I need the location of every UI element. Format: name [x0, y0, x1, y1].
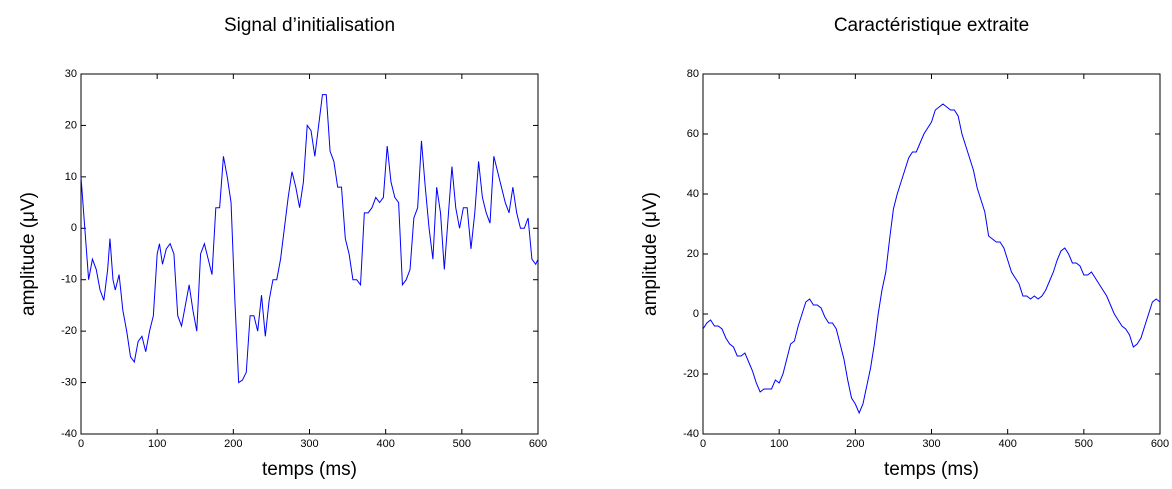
x-tick-label: 100: [770, 438, 788, 450]
y-tick-label: 20: [687, 248, 699, 260]
x-tick-label: 0: [700, 438, 706, 450]
y-axis-label: amplitude (μV): [640, 192, 661, 316]
y-tick-label: -40: [61, 428, 77, 440]
y-tick-label: 20: [65, 119, 77, 131]
x-tick-label: 300: [300, 438, 318, 450]
y-axis-label: amplitude (μV): [18, 192, 39, 316]
x-tick-label: 0: [78, 438, 84, 450]
y-tick-label: 80: [687, 68, 699, 80]
x-tick-label: 400: [998, 438, 1016, 450]
y-tick-label: -20: [61, 325, 77, 337]
x-tick-label: 300: [922, 438, 940, 450]
y-tick-label: 30: [65, 68, 77, 80]
x-tick-label: 500: [453, 438, 471, 450]
chart-title: Caractéristique extraite: [834, 15, 1029, 36]
y-tick-label: -30: [61, 376, 77, 388]
x-tick-label: 200: [224, 438, 242, 450]
y-tick-label: 0: [693, 308, 699, 320]
y-tick-label: 10: [65, 171, 77, 183]
y-tick-label: 60: [687, 128, 699, 140]
x-tick-label: 400: [376, 438, 394, 450]
y-tick-label: 40: [687, 188, 699, 200]
x-axis-label: temps (ms): [262, 459, 357, 480]
x-tick-label: 100: [148, 438, 166, 450]
data-line: [702, 103, 1161, 415]
y-tick-label: -20: [683, 368, 699, 380]
x-tick-label: 600: [1151, 438, 1169, 450]
axes-box: [702, 73, 1161, 435]
x-axis-label: temps (ms): [884, 459, 979, 480]
x-tick-label: 200: [846, 438, 864, 450]
y-tick-label: -10: [61, 274, 77, 286]
x-tick-label: 600: [529, 438, 547, 450]
x-tick-label: 500: [1075, 438, 1093, 450]
y-tick-label: -40: [683, 428, 699, 440]
chart-title: Signal d’initialisation: [224, 15, 395, 36]
y-tick-label: 0: [71, 222, 77, 234]
data-line: [80, 94, 539, 384]
